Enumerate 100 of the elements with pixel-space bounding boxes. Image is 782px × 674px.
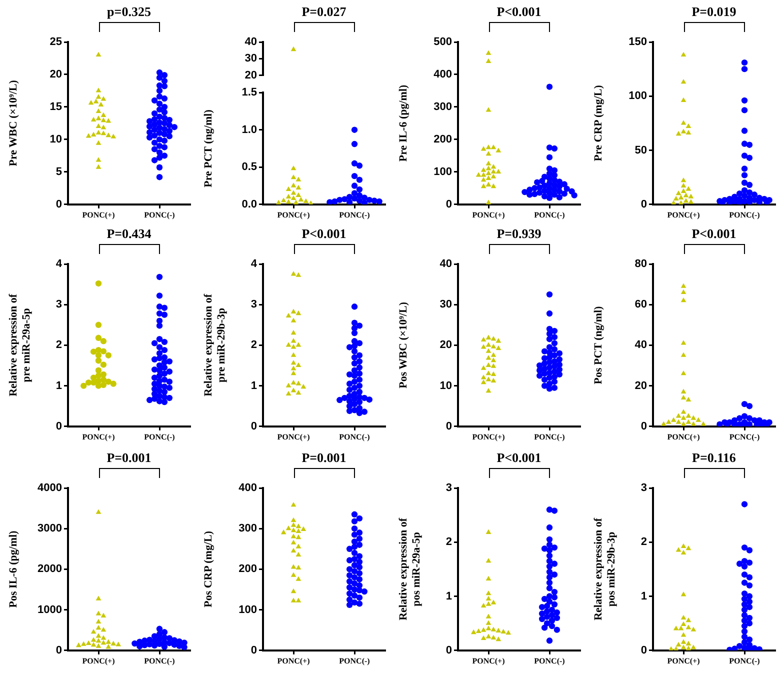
y-tick-label: 40 <box>634 339 647 352</box>
y-tick-label: 0.0 <box>242 198 257 210</box>
x-tick-label: PONC(-) <box>144 432 176 442</box>
x-tick-label: PONC(-) <box>534 432 566 442</box>
x-tick-label: PONC(+) <box>472 210 506 220</box>
text: P=0.027 <box>302 4 346 20</box>
y-tick-label: 4000 <box>38 482 62 494</box>
y-axis-title: Pre PCT (ng/ml) <box>202 109 214 188</box>
y-axis-title: Pre IL-6 (pg/ml) <box>397 84 410 162</box>
y-tick-label: 200 <box>434 133 452 146</box>
y-tick-label: 40 <box>440 258 452 270</box>
y-tick-label: 0 <box>250 644 257 656</box>
y-tick-label: 1 <box>250 380 257 392</box>
y-tick-label: 10 <box>50 133 62 146</box>
y-tick-label: 3000 <box>38 522 62 535</box>
y-tick-label: 3 <box>640 482 647 494</box>
y-tick-label: 50 <box>634 144 647 156</box>
x-tick-label: PONC(-) <box>144 656 176 666</box>
y-tick-label: 0 <box>640 198 647 210</box>
text: P=0.001 <box>302 450 346 466</box>
x-tick-label: PONC(-) <box>729 210 760 220</box>
y-tick-label: 1.5 <box>242 86 257 99</box>
x-tick-label: PONC(-) <box>144 210 176 220</box>
x-tick-label: PONC(+) <box>82 432 116 442</box>
text: P=0.434 <box>106 226 152 242</box>
y-tick-label: 0 <box>446 420 452 432</box>
y-tick-label: 1000 <box>38 604 62 616</box>
y-tick-label: 500 <box>434 36 452 48</box>
y-tick-label: 0.5 <box>242 161 257 174</box>
y-tick-label: 400 <box>238 482 257 494</box>
x-tick-label: PONC(+) <box>667 210 700 220</box>
y-tick-label: 3 <box>250 298 257 311</box>
y-axis-title: Pos CRP (mg/L) <box>202 530 214 608</box>
y-tick-label: 15 <box>50 100 62 113</box>
y-tick-label: 1.0 <box>242 124 257 136</box>
y-tick-label: 300 <box>434 100 452 113</box>
y-tick-label: 30 <box>244 52 257 65</box>
text: P=0.001 <box>106 450 152 466</box>
x-tick-label: PONC(-) <box>534 210 566 220</box>
y-axis-title: Relative expression of pos miR-29a-5p <box>397 518 423 620</box>
y-tick-label: 300 <box>238 522 257 535</box>
y-axis-title: Pre WBC (×10⁹/L) <box>7 80 20 166</box>
y-tick-label: 150 <box>628 36 647 48</box>
x-tick-label: PONC(+) <box>82 656 116 666</box>
y-tick-label: 60 <box>634 298 647 311</box>
y-tick-label: 0 <box>250 420 257 432</box>
x-tick-label: PONC(+) <box>472 432 506 442</box>
y-tick-label: 20 <box>50 68 62 81</box>
x-tick-label: PONC(+) <box>277 656 310 666</box>
y-tick-label: 4 <box>250 258 258 270</box>
x-tick-label: PONC(-) <box>339 210 370 220</box>
y-tick-label: 1 <box>446 590 452 602</box>
x-tick-label: PONC(+) <box>277 210 310 220</box>
y-tick-label: 100 <box>238 604 257 616</box>
x-tick-label: PONC(+) <box>667 656 700 666</box>
x-tick-label: PONC(-) <box>534 656 566 666</box>
y-tick-label: 0 <box>56 198 62 210</box>
text: P<0.001 <box>496 4 542 20</box>
text: P=0.019 <box>692 4 736 20</box>
y-tick-label: 30 <box>440 298 452 311</box>
text: P<0.001 <box>692 226 736 242</box>
y-tick-label: 100 <box>434 166 452 178</box>
text: p=0.325 <box>107 4 151 20</box>
x-tick-label: PONC(+) <box>277 432 310 442</box>
y-axis-title: Pos WBC (×10⁹/L) <box>397 302 410 388</box>
y-axis-title: Pre CRP (mg/L) <box>592 84 604 162</box>
y-tick-label: 2 <box>56 339 62 352</box>
y-tick-label: 10 <box>440 380 452 392</box>
y-tick-label: 2 <box>640 536 647 548</box>
y-tick-label: 2000 <box>38 563 62 576</box>
y-tick-label: 5 <box>56 166 62 178</box>
y-tick-label: 40 <box>244 36 257 48</box>
text: P=0.939 <box>496 226 542 242</box>
y-tick-label: 400 <box>434 68 452 81</box>
y-tick-label: 20 <box>244 69 257 82</box>
y-tick-label: 0 <box>640 420 647 432</box>
y-tick-label: 0 <box>446 644 452 656</box>
x-tick-label: PONC(+) <box>667 432 700 442</box>
x-tick-label: PONC(-) <box>339 432 370 442</box>
y-tick-label: 2 <box>446 536 452 548</box>
text: P=0.116 <box>692 450 736 466</box>
x-tick-label: PONC(+) <box>472 656 506 666</box>
y-tick-label: 80 <box>634 258 647 270</box>
y-axis-title: Pos PCT (ng/ml) <box>592 306 604 384</box>
y-axis-title: Pos IL-6 (pg/ml) <box>7 530 20 608</box>
y-axis-title: Relative expression of pre miR-29b-3p <box>202 294 228 396</box>
y-tick-label: 0 <box>56 644 62 656</box>
x-tick-label: PCNC(-) <box>729 432 760 442</box>
y-tick-label: 20 <box>440 339 452 352</box>
y-tick-label: 0 <box>56 420 62 432</box>
y-tick-label: 2 <box>250 339 257 352</box>
x-tick-label: PONC(-) <box>729 656 760 666</box>
y-tick-label: 0 <box>640 644 647 656</box>
y-tick-label: 4 <box>56 258 63 270</box>
y-tick-label: 20 <box>634 380 647 392</box>
y-tick-label: 1 <box>56 380 62 392</box>
x-tick-label: PONC(-) <box>339 656 370 666</box>
y-tick-label: 3 <box>446 482 452 494</box>
y-tick-label: 200 <box>238 563 257 576</box>
y-tick-label: 0 <box>446 198 452 210</box>
